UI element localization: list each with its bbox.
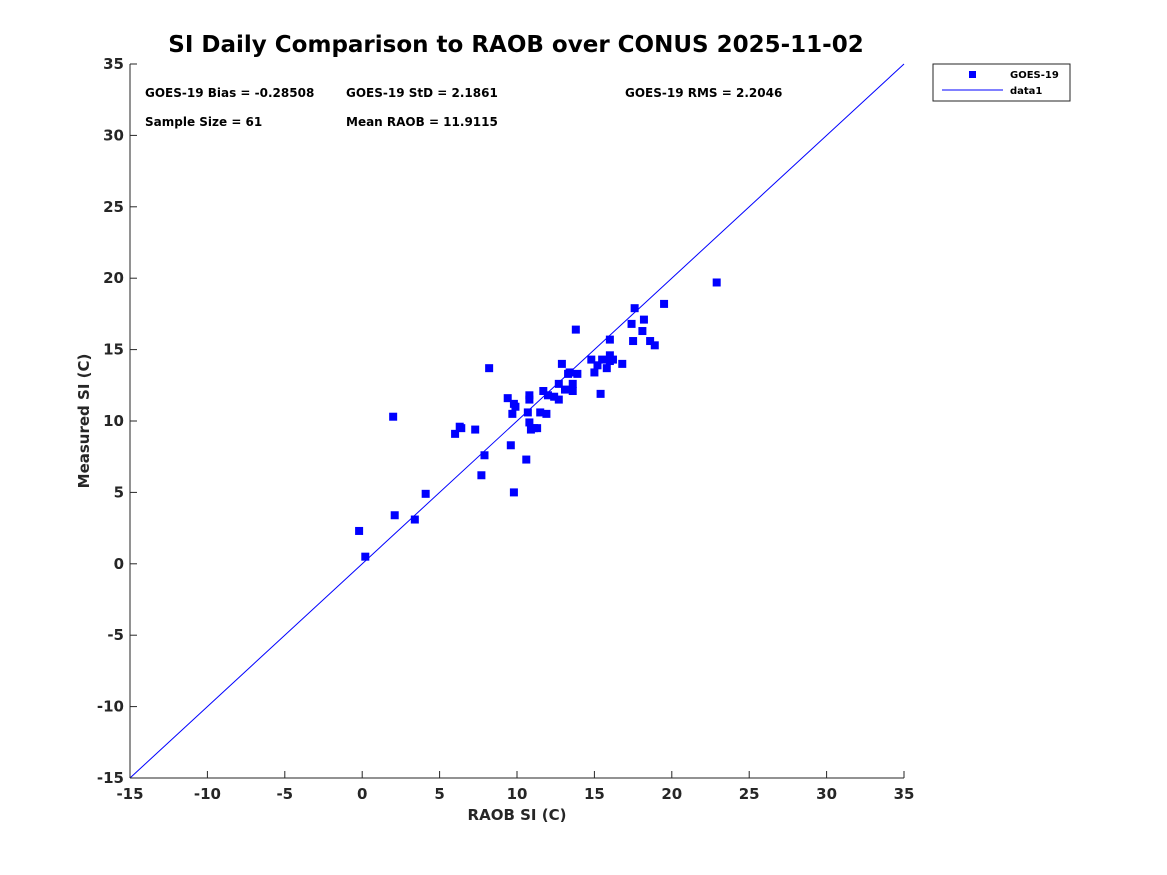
- y-tick-label: 30: [103, 126, 124, 144]
- data-point: [506, 441, 515, 450]
- data-point: [571, 325, 580, 334]
- data-point: [550, 392, 559, 401]
- data-point: [554, 395, 563, 404]
- mean-raob-annotation: Mean RAOB = 11.9115: [346, 115, 498, 129]
- legend: GOES-19 data1: [932, 63, 1071, 102]
- y-tick-label: 0: [114, 555, 124, 573]
- data-point: [525, 418, 534, 427]
- data-point: [471, 425, 480, 434]
- data-point: [480, 451, 489, 460]
- data-point: [602, 364, 611, 373]
- data-point: [355, 526, 364, 535]
- data-point: [542, 409, 551, 418]
- data-point: [390, 511, 399, 520]
- legend-square-marker-icon: [969, 71, 976, 78]
- bias-annotation: GOES-19 Bias = -0.28508: [145, 86, 314, 100]
- data-point: [618, 359, 627, 368]
- data-point: [536, 408, 545, 417]
- x-axis-title: RAOB SI (C): [468, 806, 567, 824]
- data-point: [533, 424, 542, 433]
- data-point: [646, 337, 655, 346]
- data-point: [605, 351, 614, 360]
- y-tick-label: 25: [103, 198, 124, 216]
- data-point: [660, 299, 669, 308]
- data-point: [598, 355, 607, 364]
- data-point: [503, 394, 512, 403]
- data-point: [627, 319, 636, 328]
- data-point: [605, 335, 614, 344]
- y-tick-label: -10: [97, 698, 124, 716]
- legend-label-goes19: GOES-19: [1010, 70, 1059, 81]
- x-axis-ticks: -15 -10 -5 0 5 10 15 20 25 30 35: [116, 771, 914, 803]
- data-point: [543, 391, 552, 400]
- data-point: [451, 429, 460, 438]
- data-point: [587, 355, 596, 364]
- data-point: [590, 368, 599, 377]
- reference-line-layer: [129, 63, 905, 779]
- data-point: [650, 341, 659, 350]
- data-point: [523, 408, 532, 417]
- data-point: [457, 424, 466, 433]
- x-tick-label: 35: [894, 785, 915, 803]
- x-tick-label: 5: [434, 785, 444, 803]
- data-point: [639, 315, 648, 324]
- data-point: [712, 278, 721, 287]
- data-point: [593, 361, 602, 370]
- data-point: [410, 515, 419, 524]
- data-point: [511, 402, 520, 411]
- data-point: [560, 385, 569, 394]
- x-tick-label: 30: [816, 785, 837, 803]
- data-point: [629, 337, 638, 346]
- data-point: [525, 395, 534, 404]
- data-point: [596, 389, 605, 398]
- data-point: [389, 412, 398, 421]
- x-tick-label: -5: [276, 785, 293, 803]
- rms-annotation: GOES-19 RMS = 2.2046: [625, 86, 782, 100]
- data-point: [477, 471, 486, 480]
- chart-title: SI Daily Comparison to RAOB over CONUS 2…: [168, 32, 863, 58]
- std-annotation: GOES-19 StD = 2.1861: [346, 86, 498, 100]
- scatter-points-layer: [355, 278, 721, 561]
- data-point: [608, 355, 617, 364]
- y-tick-label: 5: [114, 483, 124, 501]
- y-tick-label: 10: [103, 412, 124, 430]
- data-point: [565, 368, 574, 377]
- y-tick-label: 20: [103, 269, 124, 287]
- data-point: [568, 387, 577, 396]
- y-tick-label: -5: [107, 626, 124, 644]
- legend-box: [932, 63, 1071, 102]
- x-tick-label: -15: [116, 785, 143, 803]
- data-point: [630, 304, 639, 313]
- data-point: [361, 552, 370, 561]
- legend-label-data1: data1: [1010, 86, 1042, 97]
- reference-line-data1: [129, 63, 905, 779]
- y-tick-label: -15: [97, 769, 124, 787]
- statistics-annotations: GOES-19 Bias = -0.28508 GOES-19 StD = 2.…: [145, 86, 782, 129]
- y-axis-ticks: -15 -10 -5 0 5 10 15 20 25 30 35: [97, 55, 137, 787]
- data-point: [554, 379, 563, 388]
- data-point: [525, 391, 534, 400]
- x-tick-label: 20: [661, 785, 682, 803]
- x-tick-label: 15: [584, 785, 605, 803]
- y-tick-label: 15: [103, 341, 124, 359]
- data-point: [485, 364, 494, 373]
- data-point: [509, 488, 518, 497]
- y-axis-title: Measured SI (C): [75, 354, 93, 489]
- data-point: [522, 455, 531, 464]
- x-tick-label: -10: [194, 785, 221, 803]
- x-tick-label: 0: [357, 785, 367, 803]
- data-point: [421, 489, 430, 498]
- data-point: [573, 369, 582, 378]
- data-point: [508, 409, 517, 418]
- y-tick-label: 35: [103, 55, 124, 73]
- data-point: [557, 359, 566, 368]
- sample-size-annotation: Sample Size = 61: [145, 115, 262, 129]
- data-point: [568, 379, 577, 388]
- data-point: [539, 387, 548, 396]
- x-tick-label: 25: [739, 785, 760, 803]
- data-point: [638, 327, 647, 336]
- x-tick-label: 10: [507, 785, 528, 803]
